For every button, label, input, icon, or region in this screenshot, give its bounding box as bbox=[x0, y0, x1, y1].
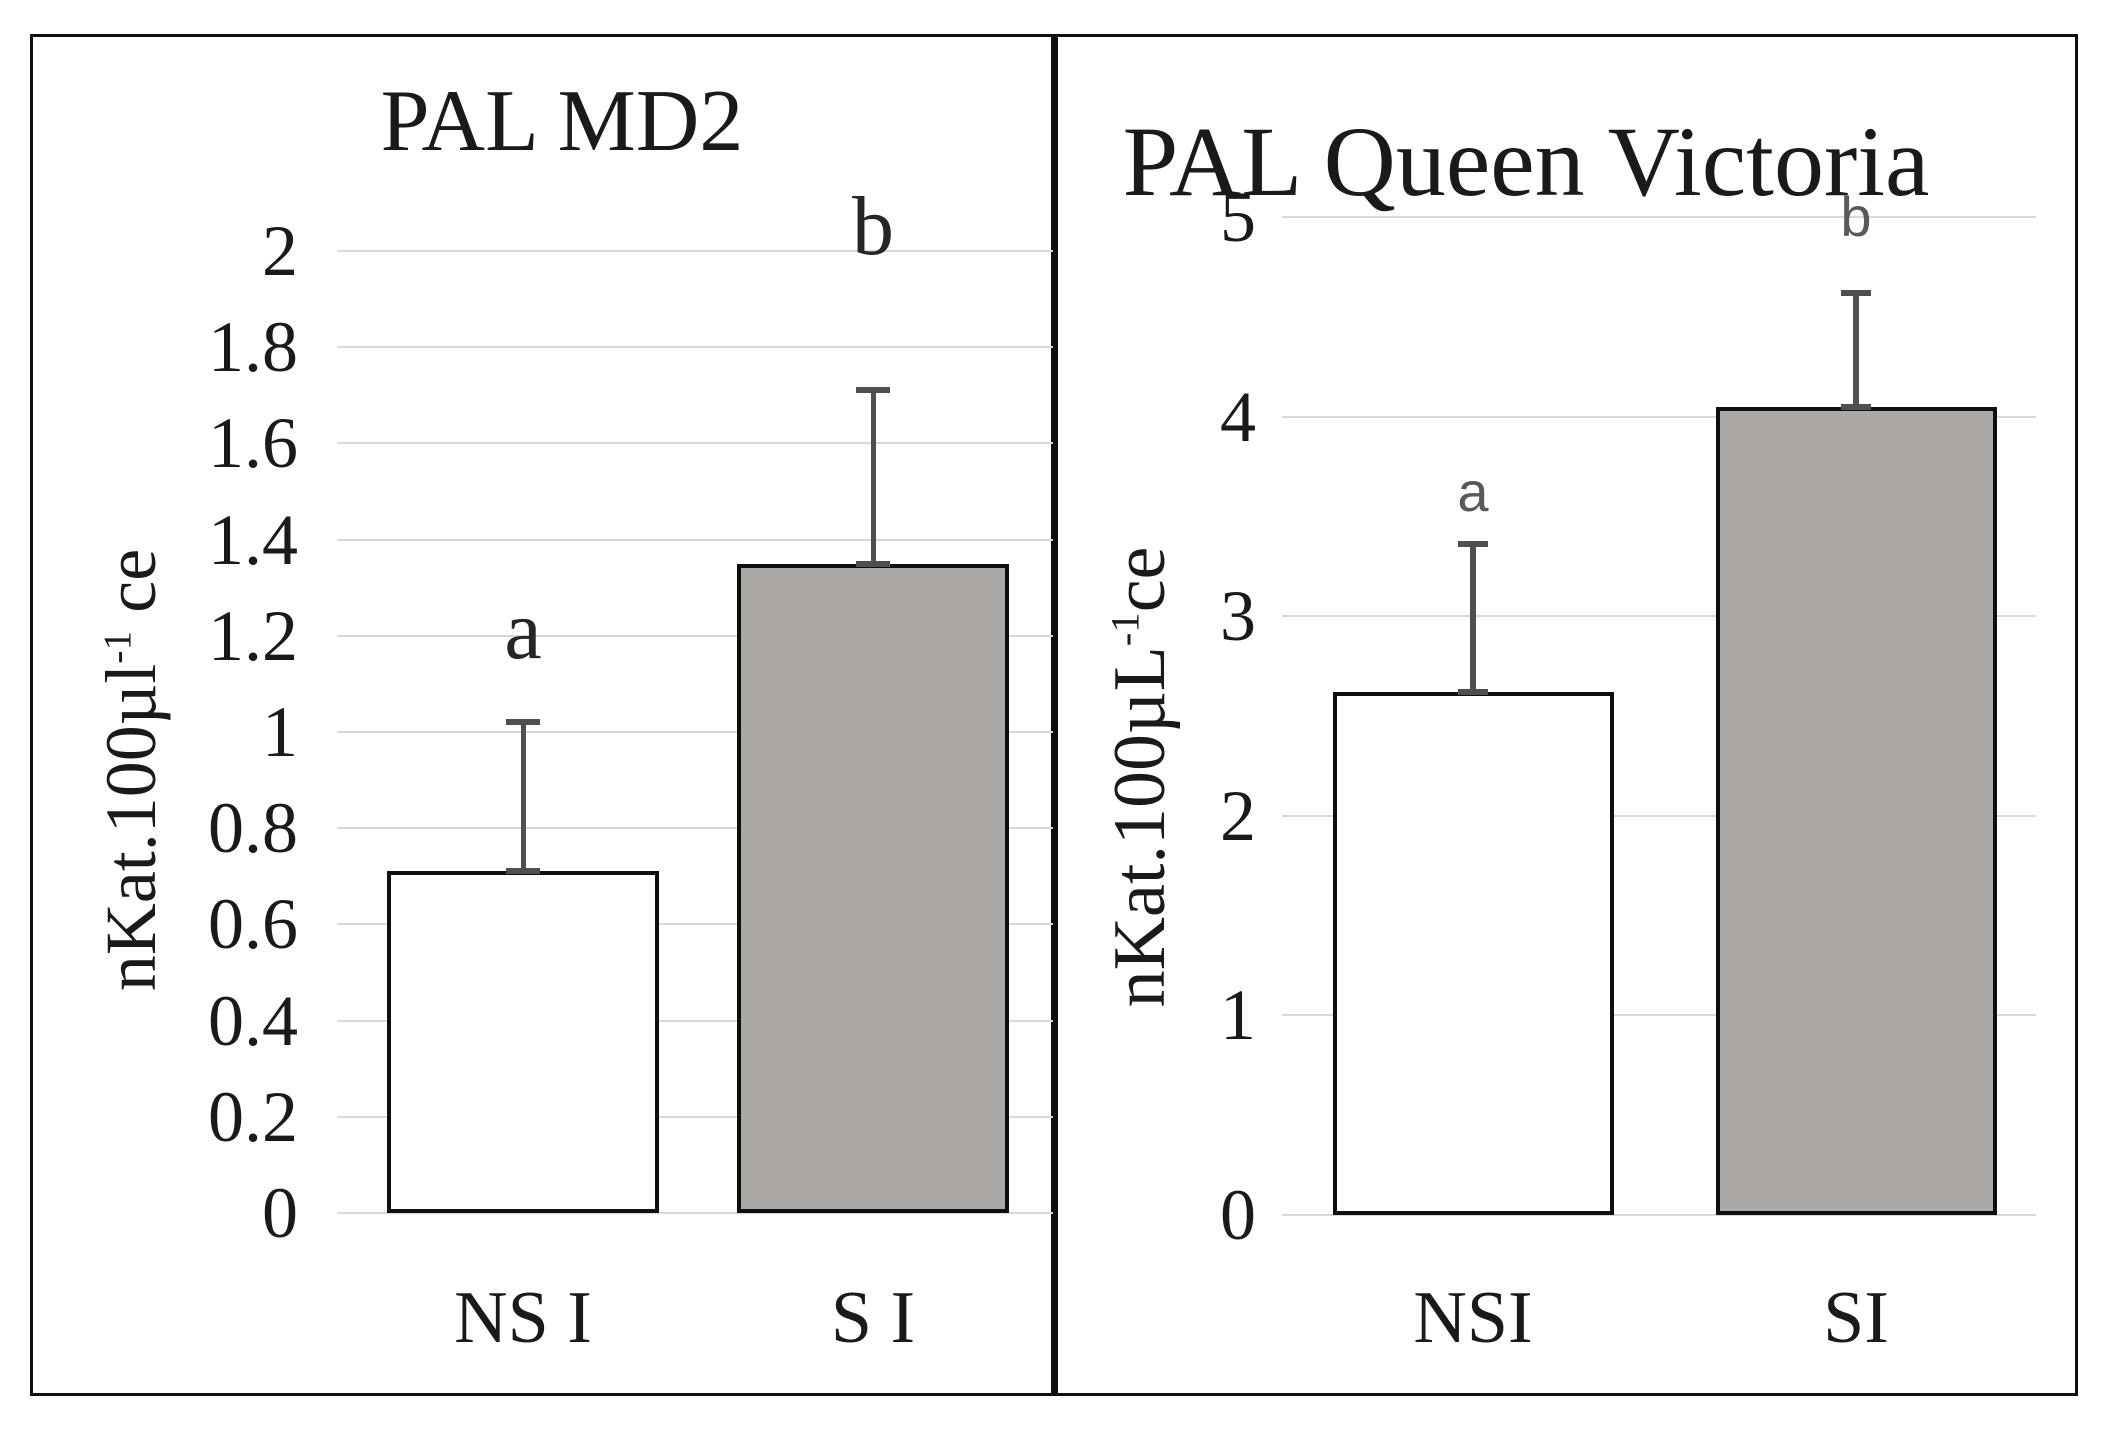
y-tick-label: 1.4 bbox=[208, 499, 298, 580]
x-axis-category-label: S I bbox=[830, 1277, 916, 1359]
bar-si bbox=[1715, 406, 1997, 1215]
y-tick-label: 1.6 bbox=[208, 403, 298, 484]
y-tick-label: 0 bbox=[1220, 1175, 1256, 1255]
error-bar-top-cap bbox=[856, 387, 890, 394]
y-tick-label: 4 bbox=[1220, 376, 1256, 457]
error-bar-bottom-cap bbox=[1458, 689, 1488, 696]
gridline bbox=[337, 1212, 1053, 1214]
gridline bbox=[337, 634, 1053, 637]
error-bar-top-cap bbox=[506, 719, 540, 726]
y-tick-label: 0.8 bbox=[208, 788, 298, 869]
significance-letter: b bbox=[1840, 185, 1872, 248]
gridline bbox=[337, 827, 1053, 830]
gridline bbox=[1282, 415, 2036, 418]
significance-letter: b bbox=[852, 179, 894, 273]
bar-nsi bbox=[1332, 692, 1614, 1215]
error-bar-stem bbox=[870, 390, 876, 564]
y-tick-label: 1 bbox=[1220, 975, 1256, 1056]
y-tick-label: 0 bbox=[262, 1173, 298, 1253]
y-tick-label: 1.8 bbox=[208, 307, 298, 388]
panel-divider bbox=[1051, 34, 1058, 1396]
x-axis-category-label: SI bbox=[1823, 1277, 1889, 1359]
error-bar-top-cap bbox=[1458, 541, 1488, 548]
y-tick-label: 3 bbox=[1220, 576, 1256, 657]
y-tick-label: 1.2 bbox=[208, 595, 298, 676]
gridline bbox=[337, 1019, 1053, 1022]
gridline bbox=[337, 1115, 1053, 1118]
y-tick-label: 5 bbox=[1220, 177, 1256, 257]
gridline bbox=[1282, 216, 2036, 218]
error-bar-bottom-cap bbox=[506, 868, 540, 875]
chart-title-pal-queen-victoria: PAL Queen Victoria bbox=[1122, 106, 1930, 217]
gridline bbox=[337, 346, 1053, 349]
chart-title-pal-md2: PAL MD2 bbox=[380, 73, 744, 170]
gridline bbox=[337, 250, 1053, 252]
error-bar-stem bbox=[520, 722, 526, 872]
y-tick-label: 0.2 bbox=[208, 1076, 298, 1157]
error-bar-bottom-cap bbox=[1841, 403, 1871, 410]
error-bar-stem bbox=[1853, 292, 1859, 407]
gridline bbox=[1282, 1214, 2036, 1216]
y-tick-label: 1 bbox=[262, 692, 298, 772]
x-axis-category-label: NSI bbox=[1413, 1277, 1533, 1359]
y-tick-label: 0.6 bbox=[208, 884, 298, 965]
bar-ns-i bbox=[387, 871, 659, 1213]
gridline bbox=[337, 442, 1053, 445]
gridline bbox=[1282, 615, 2036, 618]
bar-s-i bbox=[737, 563, 1009, 1213]
error-bar-top-cap bbox=[1841, 289, 1871, 296]
gridline bbox=[1282, 1014, 2036, 1017]
gridline bbox=[337, 538, 1053, 541]
y-tick-label: 2 bbox=[262, 211, 298, 291]
y-tick-label: 2 bbox=[1220, 775, 1256, 856]
x-axis-category-label: NS I bbox=[454, 1277, 592, 1359]
significance-letter: a bbox=[504, 583, 542, 677]
gridline bbox=[337, 731, 1053, 733]
error-bar-bottom-cap bbox=[856, 560, 890, 567]
gridline bbox=[1282, 814, 2036, 817]
y-tick-label: 0.4 bbox=[208, 980, 298, 1061]
significance-letter: a bbox=[1457, 460, 1489, 524]
gridline bbox=[337, 923, 1053, 926]
error-bar-stem bbox=[1470, 544, 1476, 693]
